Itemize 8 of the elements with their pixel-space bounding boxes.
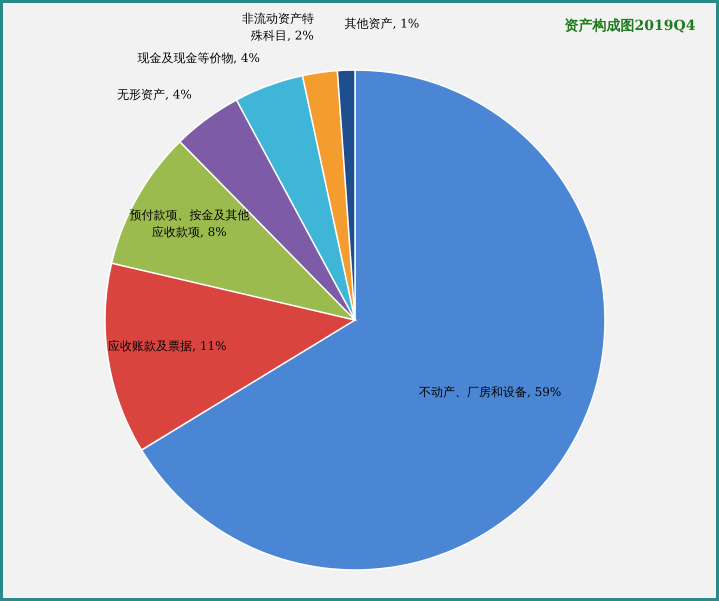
slice-label: 无形资产, 4% bbox=[117, 88, 192, 102]
slice-label: 其他资产, 1% bbox=[344, 16, 420, 31]
slice-label: 不动产、厂房和设备, 59% bbox=[418, 384, 562, 399]
slice-label: 应收账款及票据, 11% bbox=[108, 339, 227, 354]
slice-label: 非流动资产特殊科目, 2% bbox=[242, 11, 314, 42]
slice-label: 现金及现金等价物, 4% bbox=[137, 50, 260, 65]
chart-title: 资产构成图2019Q4 bbox=[564, 17, 696, 34]
slice-label: 预付款项、按金及其他应收款项, 8% bbox=[129, 208, 250, 239]
